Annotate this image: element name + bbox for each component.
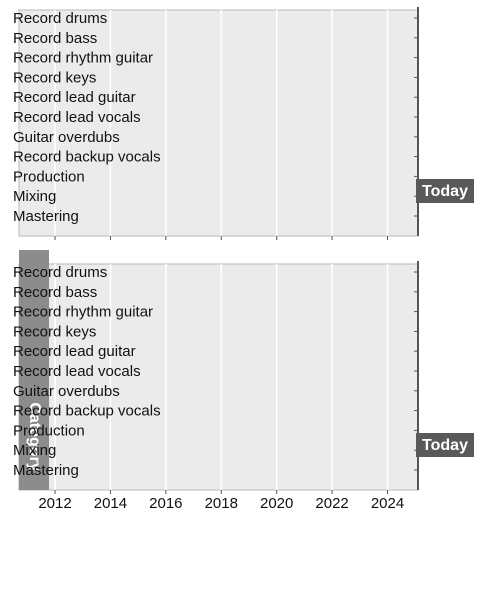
category-label: Record bass bbox=[13, 284, 97, 301]
category-label: Mastering bbox=[13, 462, 79, 479]
category-label: Record rhythm guitar bbox=[13, 304, 153, 321]
category-label: Production bbox=[13, 168, 85, 185]
category-label: Record drums bbox=[13, 10, 107, 27]
category-label: Record keys bbox=[13, 323, 96, 340]
x-tick-label: 2022 bbox=[315, 495, 348, 512]
category-label: Record lead guitar bbox=[13, 89, 136, 106]
category-label: Mixing bbox=[13, 442, 56, 459]
today-marker bbox=[416, 433, 474, 457]
x-tick-label: 2012 bbox=[38, 495, 71, 512]
today-label: Today bbox=[422, 183, 468, 200]
x-tick-label: 2024 bbox=[371, 495, 404, 512]
facet-strip-label: Category bbox=[26, 402, 43, 471]
category-label: Guitar overdubs bbox=[13, 383, 120, 400]
category-label: Record lead vocals bbox=[13, 363, 141, 380]
category-label: Record backup vocals bbox=[13, 149, 161, 166]
today-marker bbox=[416, 179, 474, 203]
category-label: Record rhythm guitar bbox=[13, 50, 153, 67]
category-label: Mastering bbox=[13, 208, 79, 225]
today-label: Today bbox=[422, 437, 468, 454]
category-label: Production bbox=[13, 422, 85, 439]
category-label: Record keys bbox=[13, 69, 96, 86]
category-label: Record lead vocals bbox=[13, 109, 141, 126]
facet-strip bbox=[19, 250, 49, 490]
category-label: Record lead guitar bbox=[13, 343, 136, 360]
x-tick-label: 2018 bbox=[205, 495, 238, 512]
x-tick-label: 2016 bbox=[149, 495, 182, 512]
category-label: Mixing bbox=[13, 188, 56, 205]
x-tick-label: 2014 bbox=[94, 495, 127, 512]
panel-background bbox=[18, 9, 419, 237]
panel-background bbox=[18, 263, 419, 491]
category-label: Record bass bbox=[13, 30, 97, 47]
category-label: Guitar overdubs bbox=[13, 129, 120, 146]
x-tick-label: 2020 bbox=[260, 495, 293, 512]
category-label: Record backup vocals bbox=[13, 403, 161, 420]
category-label: Record drums bbox=[13, 264, 107, 281]
